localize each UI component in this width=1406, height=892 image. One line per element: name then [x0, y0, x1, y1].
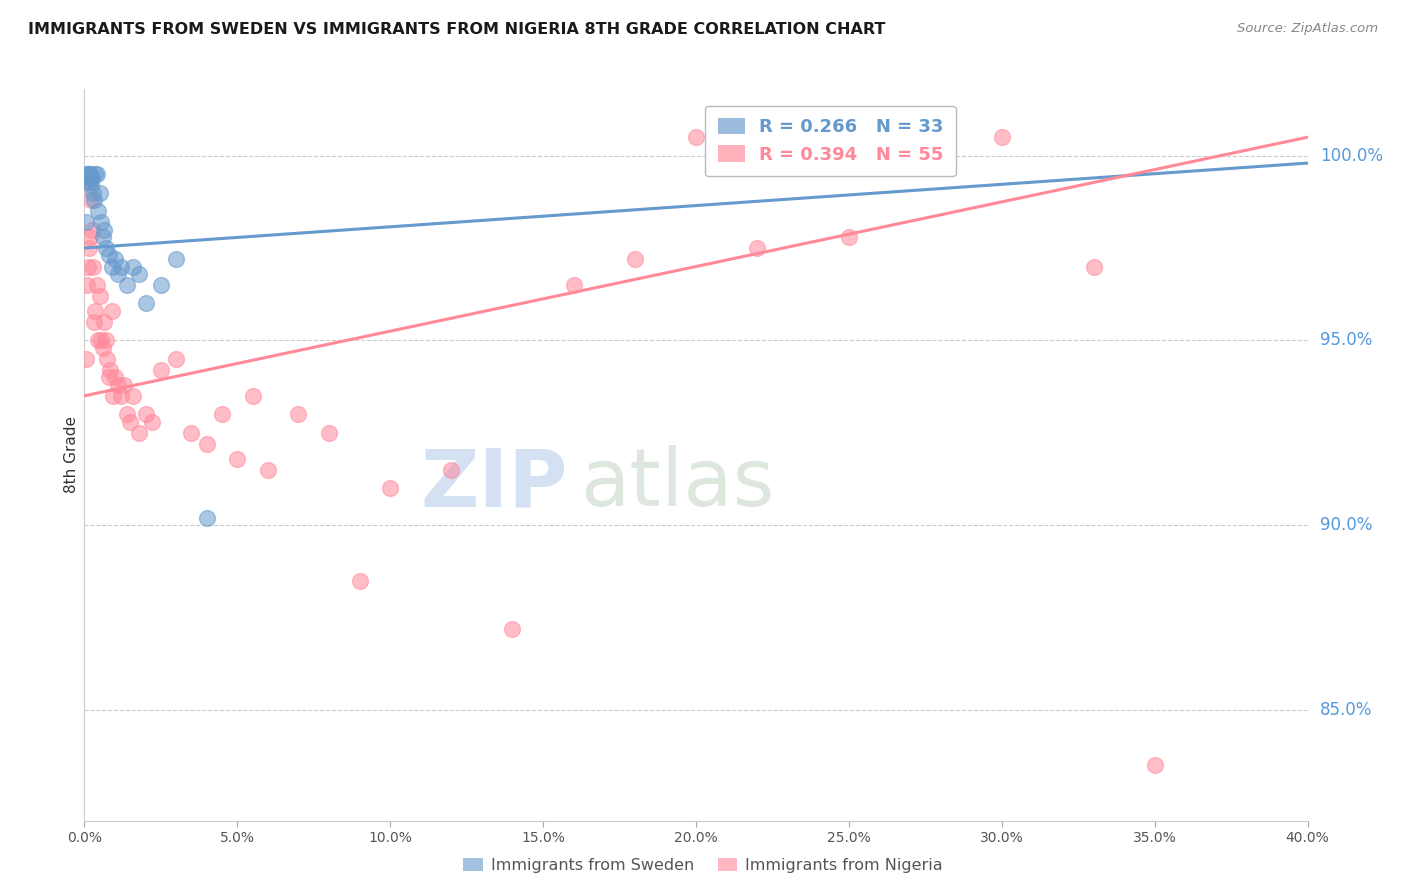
- Point: [87, 204, 110, 219]
- Point: [838, 156, 860, 170]
- Text: 90.0%: 90.0%: [1320, 516, 1372, 534]
- Point: [79, 175, 101, 189]
- Point: [75, 215, 97, 229]
- Point: [624, 252, 647, 267]
- Point: [107, 267, 129, 281]
- Point: [990, 130, 1012, 145]
- Point: [86, 167, 108, 181]
- Point: [180, 425, 202, 440]
- Point: [77, 167, 100, 181]
- Point: [104, 252, 127, 267]
- Point: [115, 407, 138, 421]
- Point: [97, 248, 120, 262]
- Point: [104, 370, 127, 384]
- Point: [97, 370, 120, 384]
- Point: [76, 167, 98, 181]
- Point: [93, 315, 115, 329]
- Point: [76, 175, 98, 189]
- Point: [195, 437, 218, 451]
- Point: [82, 186, 104, 200]
- Point: [380, 481, 402, 495]
- Text: Source: ZipAtlas.com: Source: ZipAtlas.com: [1237, 22, 1378, 36]
- Point: [94, 334, 117, 348]
- Point: [82, 260, 104, 274]
- Point: [75, 351, 97, 366]
- Point: [77, 241, 100, 255]
- Point: [112, 377, 135, 392]
- Point: [98, 363, 121, 377]
- Point: [128, 425, 150, 440]
- Point: [110, 260, 132, 274]
- Point: [318, 425, 340, 440]
- Point: [838, 230, 860, 244]
- Point: [80, 178, 103, 193]
- Point: [165, 351, 187, 366]
- Point: [107, 377, 129, 392]
- Point: [562, 277, 585, 292]
- Point: [716, 130, 738, 145]
- Point: [149, 277, 172, 292]
- Point: [745, 241, 768, 255]
- Text: atlas: atlas: [579, 445, 775, 524]
- Point: [349, 574, 371, 588]
- Point: [84, 303, 107, 318]
- Point: [242, 389, 264, 403]
- Point: [76, 277, 98, 292]
- Point: [79, 167, 101, 181]
- Point: [141, 415, 163, 429]
- Point: [83, 315, 105, 329]
- Point: [91, 230, 114, 244]
- Point: [94, 241, 117, 255]
- Point: [110, 389, 132, 403]
- Point: [93, 222, 115, 236]
- Point: [440, 463, 463, 477]
- Point: [211, 407, 233, 421]
- Point: [91, 341, 114, 355]
- Point: [122, 260, 145, 274]
- Point: [149, 363, 172, 377]
- Point: [122, 389, 145, 403]
- Point: [287, 407, 309, 421]
- Point: [101, 303, 124, 318]
- Point: [115, 277, 138, 292]
- Point: [135, 407, 157, 421]
- Point: [103, 389, 125, 403]
- Point: [96, 351, 118, 366]
- Point: [90, 334, 112, 348]
- Point: [226, 451, 249, 466]
- Point: [80, 193, 103, 207]
- Legend: Immigrants from Sweden, Immigrants from Nigeria: Immigrants from Sweden, Immigrants from …: [457, 852, 949, 880]
- Point: [1083, 260, 1105, 274]
- Y-axis label: 8th Grade: 8th Grade: [63, 417, 79, 493]
- Point: [77, 260, 100, 274]
- Point: [101, 260, 124, 274]
- Point: [79, 230, 101, 244]
- Text: 85.0%: 85.0%: [1320, 701, 1372, 719]
- Point: [195, 510, 218, 524]
- Text: ZIP: ZIP: [420, 445, 568, 524]
- Point: [685, 130, 707, 145]
- Point: [257, 463, 280, 477]
- Point: [120, 415, 142, 429]
- Point: [77, 167, 100, 181]
- Point: [84, 167, 107, 181]
- Point: [165, 252, 187, 267]
- Text: 95.0%: 95.0%: [1320, 332, 1372, 350]
- Point: [89, 186, 111, 200]
- Point: [80, 170, 103, 185]
- Point: [89, 289, 111, 303]
- Text: IMMIGRANTS FROM SWEDEN VS IMMIGRANTS FROM NIGERIA 8TH GRADE CORRELATION CHART: IMMIGRANTS FROM SWEDEN VS IMMIGRANTS FRO…: [28, 22, 886, 37]
- Point: [83, 193, 105, 207]
- Point: [128, 267, 150, 281]
- Point: [90, 215, 112, 229]
- Point: [79, 170, 101, 185]
- Point: [80, 222, 103, 236]
- Point: [86, 277, 108, 292]
- Point: [1143, 758, 1166, 772]
- Text: 100.0%: 100.0%: [1320, 146, 1384, 165]
- Legend: R = 0.266   N = 33, R = 0.394   N = 55: R = 0.266 N = 33, R = 0.394 N = 55: [704, 105, 956, 177]
- Point: [501, 622, 523, 636]
- Point: [135, 296, 157, 310]
- Point: [87, 334, 110, 348]
